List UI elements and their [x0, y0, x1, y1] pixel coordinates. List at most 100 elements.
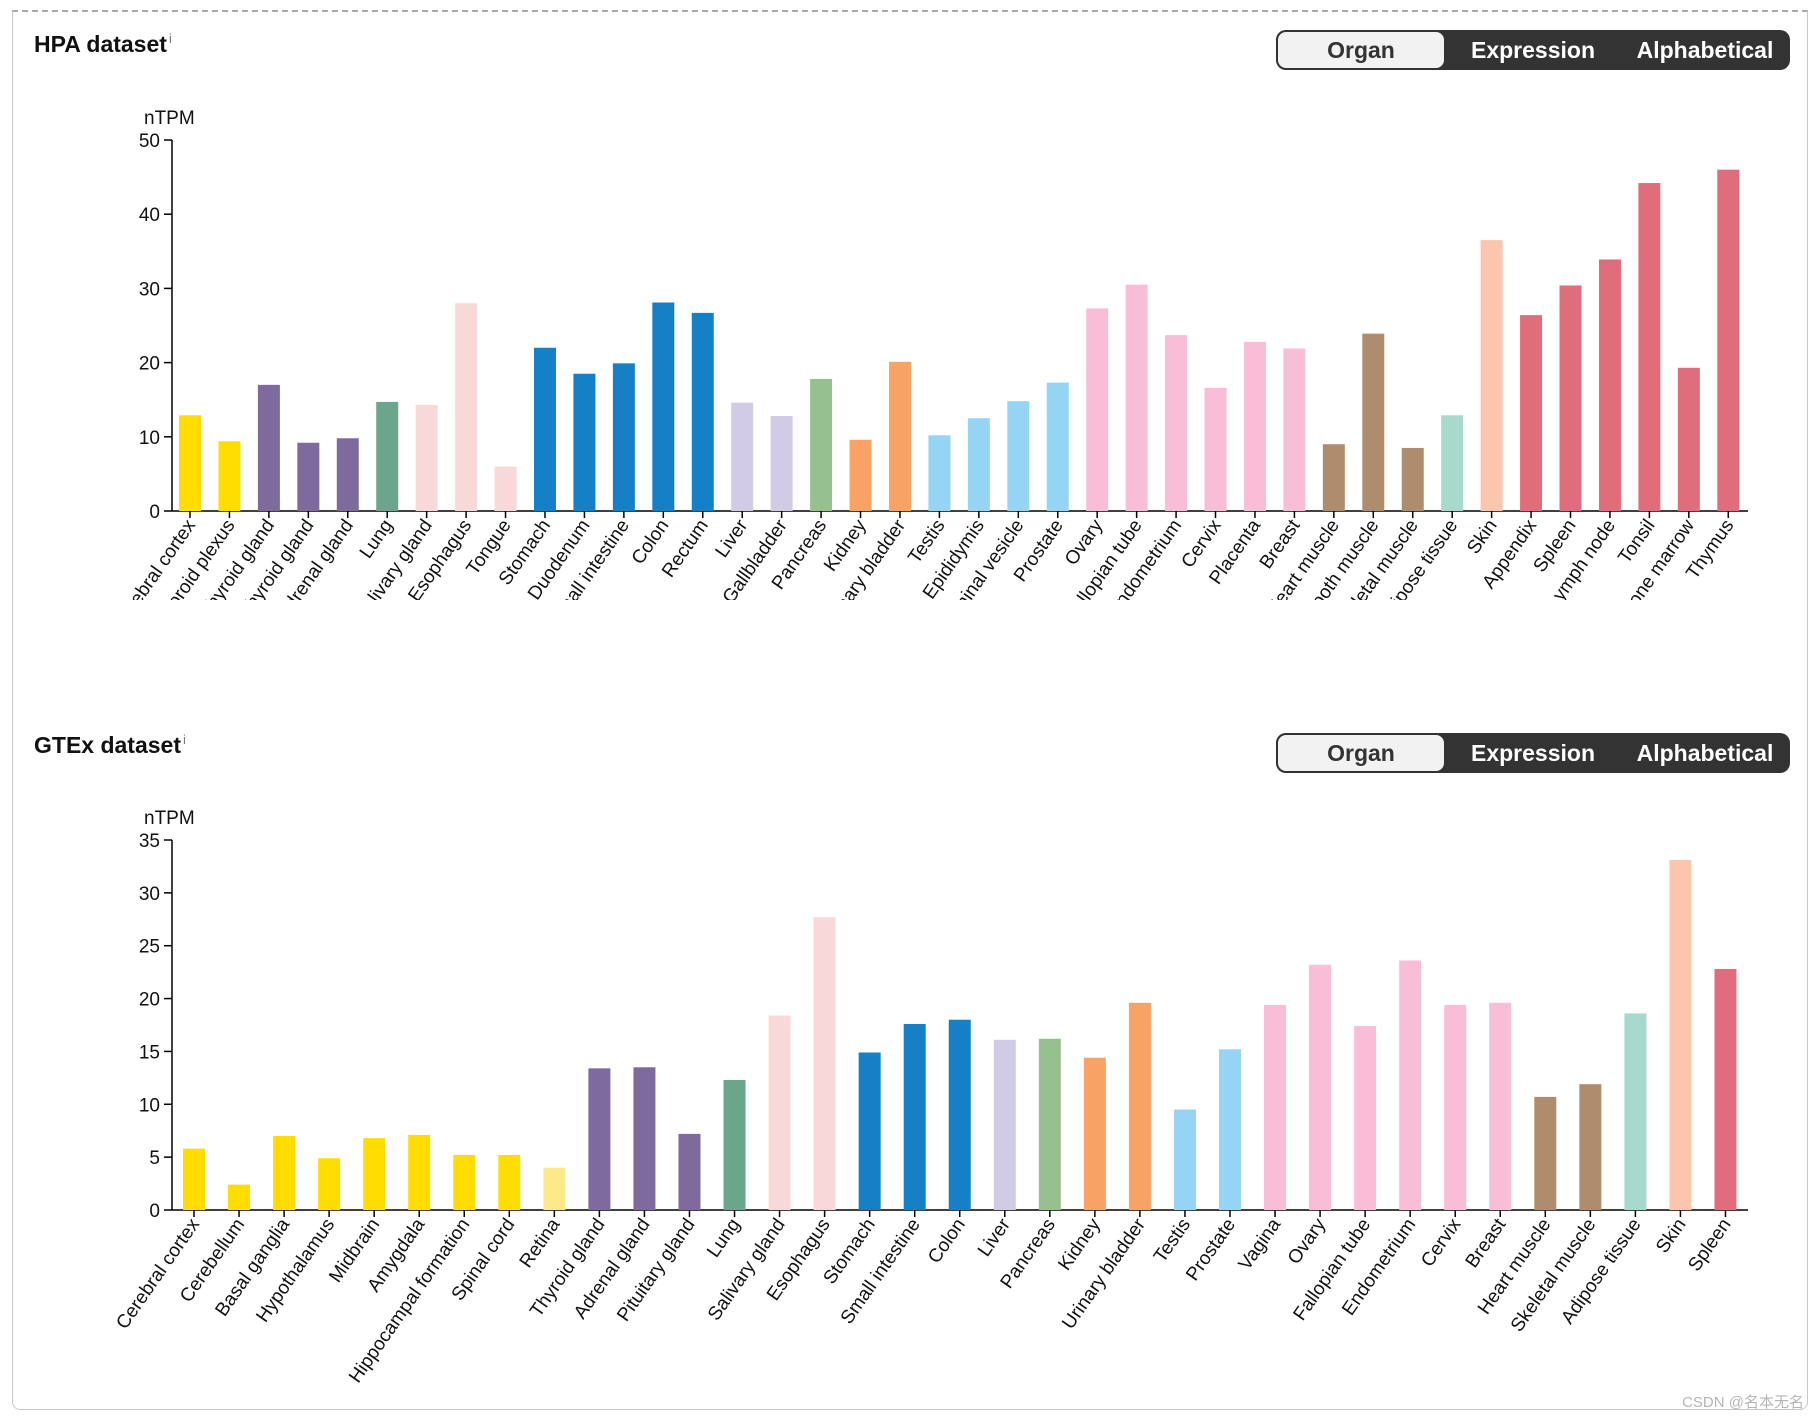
- sort-organ-button[interactable]: Organ: [1276, 30, 1446, 70]
- y-tick-label: 40: [139, 205, 160, 226]
- sort-expression-button[interactable]: Expression: [1471, 739, 1595, 766]
- bar[interactable]: [1354, 1026, 1377, 1210]
- x-tick-label: Cervix: [1417, 1214, 1465, 1271]
- bar[interactable]: [1717, 169, 1740, 511]
- bar[interactable]: [455, 303, 478, 511]
- bar[interactable]: [1283, 348, 1306, 511]
- bar[interactable]: [1204, 387, 1227, 511]
- bar[interactable]: [1007, 401, 1030, 511]
- bar[interactable]: [453, 1155, 476, 1210]
- x-tick-label: Testis: [1150, 1215, 1195, 1267]
- bar[interactable]: [1046, 382, 1069, 511]
- bar[interactable]: [588, 1068, 611, 1210]
- bar[interactable]: [1243, 341, 1266, 511]
- bar[interactable]: [228, 1184, 251, 1210]
- bar[interactable]: [1173, 1109, 1196, 1210]
- bar[interactable]: [1083, 1057, 1106, 1210]
- bar[interactable]: [1086, 308, 1109, 511]
- bar[interactable]: [1559, 285, 1582, 511]
- bar[interactable]: [543, 1167, 566, 1210]
- bar[interactable]: [1489, 1002, 1512, 1210]
- bar[interactable]: [1579, 1084, 1602, 1210]
- bar[interactable]: [858, 1052, 881, 1210]
- y-tick-label: 10: [139, 1095, 160, 1116]
- bar[interactable]: [1401, 447, 1424, 511]
- bar[interactable]: [928, 435, 951, 511]
- y-tick-label: 35: [139, 831, 160, 852]
- gtex-sort-toggle: Organ Expression Alphabetical: [1276, 733, 1790, 773]
- bar[interactable]: [967, 418, 990, 511]
- bar[interactable]: [1677, 367, 1700, 511]
- bar[interactable]: [993, 1039, 1016, 1210]
- bar[interactable]: [1309, 964, 1332, 1210]
- bar[interactable]: [415, 404, 438, 511]
- bar[interactable]: [408, 1134, 431, 1210]
- bar[interactable]: [813, 917, 836, 1210]
- bar[interactable]: [1264, 1004, 1287, 1210]
- bar[interactable]: [888, 361, 911, 511]
- bar[interactable]: [533, 347, 556, 511]
- x-tick-label: Liver: [974, 1214, 1015, 1260]
- info-icon[interactable]: i: [183, 732, 186, 748]
- x-tick-label: Vagina: [1235, 1214, 1286, 1274]
- sort-alphabetical-button[interactable]: Alphabetical: [1636, 739, 1774, 766]
- bar[interactable]: [1534, 1096, 1557, 1210]
- bar[interactable]: [1669, 860, 1692, 1210]
- bar[interactable]: [179, 415, 201, 511]
- panel-frame: [12, 10, 1808, 1410]
- bar[interactable]: [948, 1019, 971, 1210]
- bar[interactable]: [691, 312, 714, 511]
- bar[interactable]: [903, 1023, 926, 1210]
- bar[interactable]: [1038, 1038, 1061, 1210]
- x-tick-label: Ovary: [1284, 1214, 1331, 1268]
- bar[interactable]: [1480, 240, 1503, 512]
- bar[interactable]: [1399, 960, 1422, 1210]
- bar[interactable]: [318, 1158, 341, 1210]
- bar[interactable]: [1638, 183, 1661, 511]
- bar[interactable]: [652, 302, 675, 511]
- bar[interactable]: [723, 1079, 746, 1210]
- bar[interactable]: [731, 402, 754, 511]
- bar[interactable]: [1219, 1049, 1241, 1210]
- bar[interactable]: [1362, 333, 1385, 511]
- bar[interactable]: [494, 466, 517, 511]
- bar[interactable]: [810, 378, 833, 511]
- bar[interactable]: [1714, 968, 1737, 1210]
- x-tick-label: Skin: [1652, 1215, 1690, 1257]
- y-tick-label: 0: [149, 1201, 160, 1222]
- bar[interactable]: [1598, 259, 1621, 511]
- bar[interactable]: [849, 439, 872, 511]
- bar[interactable]: [218, 441, 241, 511]
- bar[interactable]: [183, 1148, 205, 1210]
- bar[interactable]: [498, 1155, 521, 1210]
- bar[interactable]: [1444, 1004, 1467, 1210]
- bar[interactable]: [768, 1015, 791, 1210]
- bar[interactable]: [1125, 284, 1148, 511]
- y-axis-label: nTPM: [144, 108, 195, 129]
- sort-organ-button[interactable]: Organ: [1276, 733, 1446, 773]
- bar[interactable]: [273, 1136, 296, 1210]
- y-tick-label: 0: [149, 502, 160, 523]
- bar[interactable]: [1165, 335, 1188, 511]
- y-axis-label: nTPM: [144, 808, 195, 829]
- bar[interactable]: [363, 1138, 386, 1210]
- bar[interactable]: [1520, 315, 1543, 511]
- bar[interactable]: [1441, 415, 1464, 511]
- hpa-title-text: HPA dataset: [34, 31, 167, 57]
- bar[interactable]: [678, 1133, 701, 1210]
- bar[interactable]: [1322, 444, 1345, 511]
- bar[interactable]: [336, 438, 359, 511]
- bar[interactable]: [297, 442, 320, 511]
- bar[interactable]: [376, 401, 399, 511]
- bar[interactable]: [770, 416, 793, 511]
- bar[interactable]: [1624, 1013, 1647, 1210]
- sort-alphabetical-button[interactable]: Alphabetical: [1636, 36, 1774, 63]
- sort-expression-button[interactable]: Expression: [1471, 36, 1595, 63]
- info-icon[interactable]: i: [168, 31, 172, 47]
- bar[interactable]: [612, 363, 635, 511]
- bar[interactable]: [633, 1067, 656, 1210]
- bar[interactable]: [257, 384, 280, 511]
- bar[interactable]: [573, 373, 596, 511]
- bar[interactable]: [1128, 1002, 1151, 1210]
- hpa-sort-toggle: Organ Expression Alphabetical: [1276, 30, 1790, 70]
